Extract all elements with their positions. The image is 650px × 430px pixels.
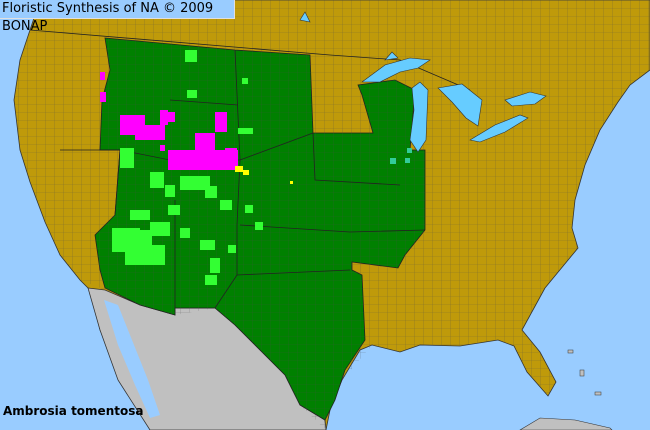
county-rare — [160, 145, 165, 151]
county-native-present — [120, 148, 134, 168]
county-rare — [135, 125, 165, 140]
county-native-present — [125, 245, 165, 265]
state-borders — [29, 29, 471, 309]
county-native-present — [245, 205, 253, 213]
county-adventive — [235, 166, 243, 172]
county-native-present — [150, 222, 170, 236]
great-lakes — [299, 11, 547, 153]
county-rare — [225, 148, 237, 163]
county-other — [390, 158, 396, 164]
county-native-present — [180, 228, 190, 238]
county-native-present — [185, 50, 197, 62]
cuba — [519, 417, 613, 430]
county-native-present — [220, 200, 232, 210]
county-native-present — [130, 210, 150, 220]
map-title: Floristic Synthesis of NA © 2009 BONAP — [0, 0, 235, 34]
county-adventive — [290, 181, 293, 184]
county-native-present — [255, 222, 263, 230]
county-native-present — [228, 245, 236, 253]
county-native-present — [205, 186, 217, 198]
county-native-present — [165, 185, 175, 197]
county-native-present — [168, 205, 180, 215]
county-rare — [215, 112, 227, 132]
county-native-present — [205, 275, 217, 285]
county-rare — [100, 92, 106, 102]
county-rare — [165, 112, 175, 122]
county-native-present — [180, 176, 210, 190]
county-rare — [168, 150, 238, 170]
county-other — [407, 148, 412, 153]
bahamas — [567, 349, 602, 396]
county-native-present — [210, 258, 220, 273]
county-native-present — [187, 90, 197, 98]
county-native-present — [150, 172, 164, 188]
county-native-present — [242, 78, 248, 84]
county-other — [405, 158, 410, 163]
county-rare — [100, 72, 105, 80]
county-native-present — [140, 230, 152, 245]
county-native-present — [238, 128, 253, 134]
county-rare — [160, 110, 168, 125]
county-adventive — [243, 170, 249, 175]
county-rare — [195, 133, 215, 151]
county-native-present — [200, 240, 215, 250]
gulf-of-california — [104, 300, 160, 418]
species-name: Ambrosia tomentosa — [3, 404, 144, 418]
